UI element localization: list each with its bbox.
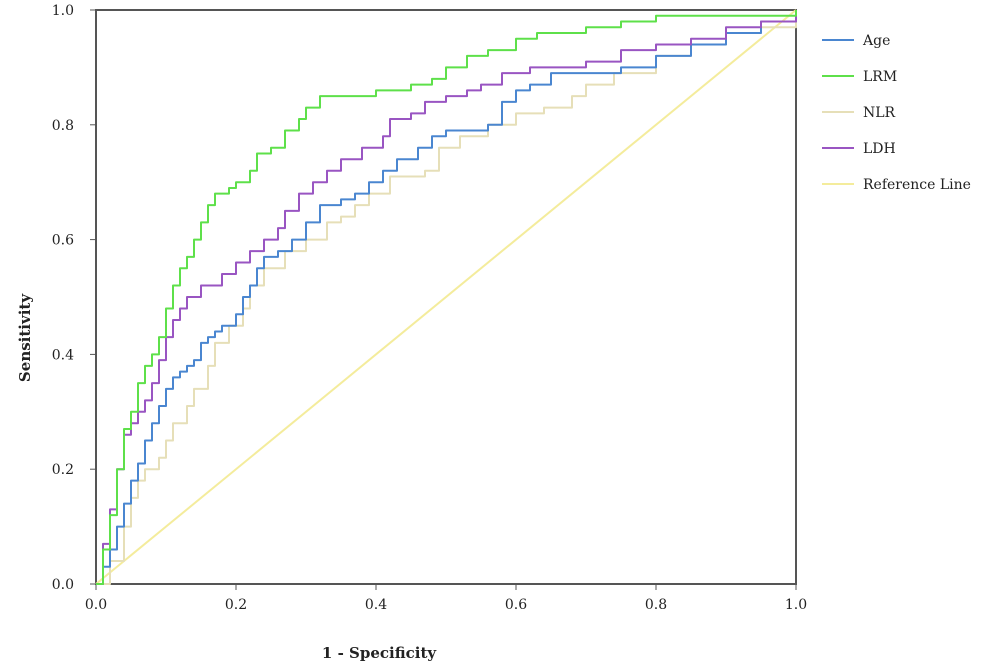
- plot-frame: [95, 9, 797, 585]
- series-layer: [95, 9, 797, 585]
- series-line-reference-line: [95, 9, 797, 585]
- series-line-ldh: [96, 10, 797, 585]
- axes: 0.0 0.2 0.4 0.6 0.8 1.0 0.0 0.2 0.4 0.6 0.8 1.0: [52, 3, 807, 613]
- y-tick-label: 0.4: [52, 347, 74, 363]
- x-tick-label: 1.0: [785, 597, 807, 613]
- series-line-lrm: [96, 10, 797, 585]
- legend-label-age: Age: [862, 33, 890, 49]
- x-tick-label: 0.0: [85, 597, 107, 613]
- series-line-nlr: [96, 10, 797, 585]
- legend-label-reference-line: Reference Line: [863, 177, 971, 193]
- y-tick-label: 0.0: [52, 577, 74, 593]
- legend-label-nlr: NLR: [863, 105, 896, 121]
- y-tick-label: 0.6: [52, 233, 74, 249]
- legend: Age LRM NLR LDH Reference Line: [822, 33, 971, 193]
- y-tick-label: 0.8: [52, 118, 74, 134]
- x-axis-title: 1 - Specificity: [322, 644, 437, 662]
- legend-label-lrm: LRM: [863, 69, 897, 85]
- x-tick-label: 0.2: [225, 597, 247, 613]
- y-axis-title: Sensitivity: [16, 293, 34, 382]
- y-tick-label: 1.0: [52, 3, 74, 19]
- y-tick-label: 0.2: [52, 462, 74, 478]
- series-line-age: [96, 10, 797, 585]
- x-tick-label: 0.4: [365, 597, 387, 613]
- x-tick-label: 0.6: [505, 597, 527, 613]
- legend-label-ldh: LDH: [863, 141, 896, 157]
- x-tick-label: 0.8: [645, 597, 667, 613]
